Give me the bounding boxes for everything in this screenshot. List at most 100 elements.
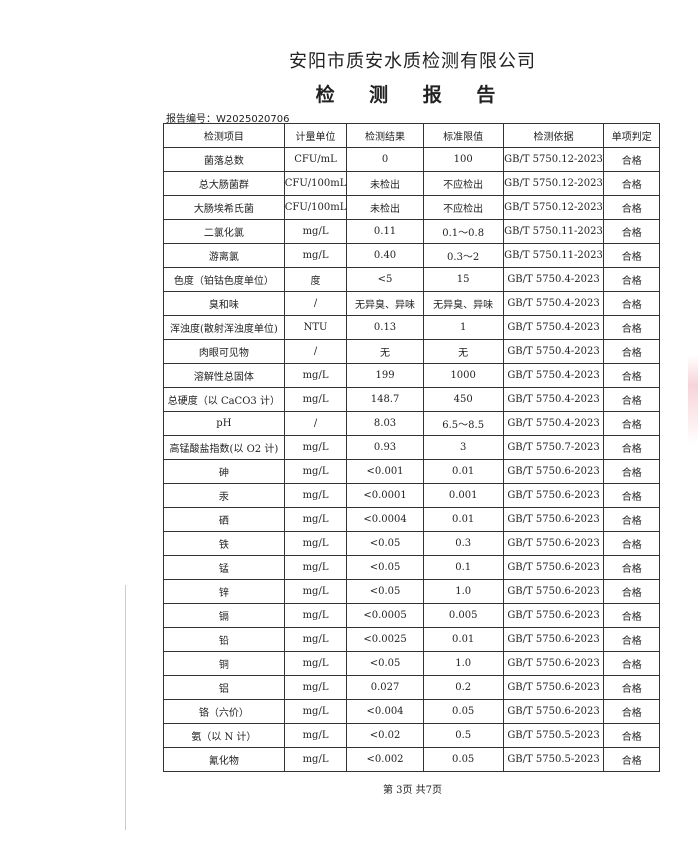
table-cell: 0.13 bbox=[346, 315, 424, 340]
table-cell: 合格 bbox=[603, 291, 660, 316]
table-cell: 未检出 bbox=[346, 171, 424, 196]
table-cell: 肉眼可见物 bbox=[163, 339, 285, 364]
table-cell: 合格 bbox=[603, 219, 660, 244]
table-cell: 高锰酸盐指数(以 O2 计) bbox=[163, 435, 285, 460]
table-row: pH/8.03 6.5～8.5 GB/T 5750.4-2023 合格 bbox=[163, 411, 660, 436]
table-cell: 合格 bbox=[603, 483, 660, 508]
table-row: 铝 mg/L 0.027 0.2 GB/T 5750.6-2023 合格 bbox=[163, 675, 660, 700]
table-cell: NTU bbox=[283, 315, 348, 340]
table-cell: 合格 bbox=[603, 315, 660, 340]
scan-edge-line bbox=[125, 585, 126, 830]
table-cell: CFU/100mL bbox=[283, 171, 348, 196]
table-cell: GB/T 5750.4-2023 bbox=[502, 267, 605, 292]
table-cell: 合格 bbox=[603, 507, 660, 532]
table-cell: 199 bbox=[346, 363, 424, 388]
table-row: 肉眼可见物 / 无无 GB/T 5750.4-2023 合格 bbox=[163, 339, 660, 364]
table-cell: 0.3 bbox=[422, 531, 504, 556]
table-cell: 无异臭、异味 bbox=[422, 291, 504, 316]
table-cell: 合格 bbox=[603, 747, 660, 772]
table-cell: CFU/mL bbox=[283, 147, 348, 172]
table-cell: <0.002 bbox=[346, 747, 424, 772]
table-cell: 砷 bbox=[163, 459, 285, 484]
table-cell: 菌落总数 bbox=[163, 147, 285, 172]
table-cell: 铝 bbox=[163, 675, 285, 700]
table-cell: 总硬度（以 CaCO3 计） bbox=[163, 387, 285, 412]
table-cell: <0.001 bbox=[346, 459, 424, 484]
table-cell: mg/L bbox=[283, 243, 348, 268]
report-number-value: W2025020706 bbox=[216, 114, 290, 125]
table-cell: pH bbox=[163, 411, 285, 436]
table-cell: <0.02 bbox=[346, 723, 424, 748]
table-cell: 0.5 bbox=[422, 723, 504, 748]
table-cell: GB/T 5750.12-2023 bbox=[502, 195, 605, 220]
table-cell: 铁 bbox=[163, 531, 285, 556]
table-cell: 0.11 bbox=[346, 219, 424, 244]
table-row: 铅 mg/L <0.0025 0.01 GB/T 5750.6-2023 合格 bbox=[163, 627, 660, 652]
table-cell: 锰 bbox=[163, 555, 285, 580]
column-header: 检测结果 bbox=[346, 123, 424, 148]
results-table: 检测项目 计量单位 检测结果 标准限值 检测依据 单项判定 菌落总数 CFU/mL 0 100 G… bbox=[163, 123, 660, 772]
table-cell: 合格 bbox=[603, 411, 660, 436]
table-cell: GB/T 5750.4-2023 bbox=[502, 291, 605, 316]
table-cell: 1 bbox=[422, 315, 504, 340]
table-cell: mg/L bbox=[283, 507, 348, 532]
stamp-fragment bbox=[688, 355, 698, 445]
table-cell: GB/T 5750.6-2023 bbox=[502, 699, 605, 724]
column-header: 标准限值 bbox=[422, 123, 504, 148]
table-row: 锰 mg/L <0.05 0.1 GB/T 5750.6-2023 合格 bbox=[163, 555, 660, 580]
table-row: 大肠埃希氏菌 CFU/100mL 未检出 不应检出 GB/T 5750.12-2023 合… bbox=[163, 195, 660, 220]
table-cell: 合格 bbox=[603, 579, 660, 604]
table-header-row: 检测项目 计量单位 检测结果 标准限值 检测依据 单项判定 bbox=[163, 123, 660, 148]
table-row: 硒 mg/L <0.0004 0.01 GB/T 5750.6-2023 合格 bbox=[163, 507, 660, 532]
table-cell: 无 bbox=[422, 339, 504, 364]
table-cell: mg/L bbox=[283, 363, 348, 388]
table-row: 浑浊度(散射浑浊度单位) NTU 0.13 1 GB/T 5750.4-2023 合格 bbox=[163, 315, 660, 340]
table-cell: 3 bbox=[422, 435, 504, 460]
table-cell: 合格 bbox=[603, 339, 660, 364]
table-cell: 0.05 bbox=[422, 699, 504, 724]
document-title: 检 测 报 告 bbox=[315, 84, 510, 106]
table-cell: 6.5～8.5 bbox=[422, 411, 504, 436]
table-cell: 度 bbox=[283, 267, 348, 292]
table-cell: <0.004 bbox=[346, 699, 424, 724]
table-cell: mg/L bbox=[283, 483, 348, 508]
table-row: 菌落总数 CFU/mL 0 100 GB/T 5750.12-2023 合格 bbox=[163, 147, 660, 172]
table-cell: mg/L bbox=[283, 723, 348, 748]
table-cell: 0.027 bbox=[346, 675, 424, 700]
table-cell: GB/T 5750.4-2023 bbox=[502, 411, 605, 436]
table-cell: / bbox=[283, 411, 348, 436]
table-cell: GB/T 5750.11-2023 bbox=[502, 219, 605, 244]
table-cell: 铬（六价） bbox=[163, 699, 285, 724]
table-cell: 未检出 bbox=[346, 195, 424, 220]
table-cell: 合格 bbox=[603, 675, 660, 700]
table-cell: 合格 bbox=[603, 459, 660, 484]
table-cell: / bbox=[283, 339, 348, 364]
table-cell: CFU/100mL bbox=[283, 195, 348, 220]
table-cell: 8.03 bbox=[346, 411, 424, 436]
table-cell: mg/L bbox=[283, 579, 348, 604]
table-cell: 不应检出 bbox=[422, 195, 504, 220]
page-footer: 第 3页 共7页 bbox=[382, 785, 443, 796]
table-cell: 合格 bbox=[603, 267, 660, 292]
table-cell: mg/L bbox=[283, 627, 348, 652]
report-number-label: 报告编号： bbox=[166, 114, 216, 125]
table-cell: 1000 bbox=[422, 363, 504, 388]
table-cell: mg/L bbox=[283, 459, 348, 484]
table-cell: 臭和味 bbox=[163, 291, 285, 316]
table-cell: 0.005 bbox=[422, 603, 504, 628]
table-cell: GB/T 5750.6-2023 bbox=[502, 531, 605, 556]
table-cell: 合格 bbox=[603, 435, 660, 460]
table-row: 铬（六价） mg/L <0.004 0.05 GB/T 5750.6-2023 合格 bbox=[163, 699, 660, 724]
table-cell: 二氯化氯 bbox=[163, 219, 285, 244]
table-cell: 合格 bbox=[603, 723, 660, 748]
table-row: 镉 mg/L <0.0005 0.005 GB/T 5750.6-2023 合格 bbox=[163, 603, 660, 628]
table-cell: <0.05 bbox=[346, 579, 424, 604]
table-cell: 100 bbox=[422, 147, 504, 172]
column-header: 检测依据 bbox=[502, 123, 605, 148]
table-cell: mg/L bbox=[283, 747, 348, 772]
table-row: 总大肠菌群 CFU/100mL 未检出 不应检出 GB/T 5750.12-2023 合格 bbox=[163, 171, 660, 196]
table-cell: 0.01 bbox=[422, 507, 504, 532]
table-cell: <0.05 bbox=[346, 531, 424, 556]
table-cell: GB/T 5750.6-2023 bbox=[502, 459, 605, 484]
table-cell: mg/L bbox=[283, 387, 348, 412]
